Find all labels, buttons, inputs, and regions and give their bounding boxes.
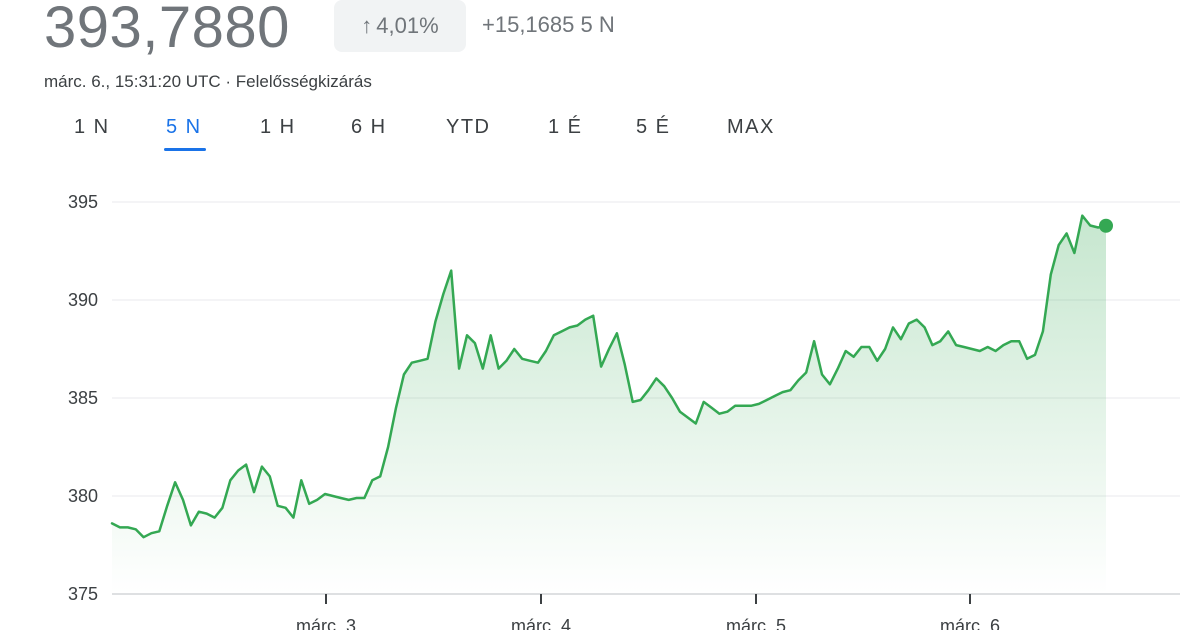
- change-percent: 4,01%: [376, 13, 439, 38]
- x-tick-label: márc. 3: [296, 616, 356, 630]
- y-tick-label: 380: [68, 486, 98, 506]
- tab-5e[interactable]: 5 É: [636, 116, 671, 138]
- x-tick-label: márc. 5: [726, 616, 786, 630]
- y-tick-label: 390: [68, 290, 98, 310]
- tab-1h[interactable]: 1 H: [260, 116, 296, 138]
- change-percent-badge: ↑ 4,01%: [334, 0, 466, 52]
- timestamp: márc. 6., 15:31:20 UTC: [44, 72, 221, 91]
- active-tab-indicator: [164, 148, 206, 151]
- y-tick-label: 395: [68, 192, 98, 212]
- tab-1n[interactable]: 1 N: [74, 116, 110, 138]
- absolute-change: +15,1685 5 N: [482, 12, 615, 37]
- separator: ·: [220, 72, 236, 91]
- tab-1e[interactable]: 1 É: [548, 116, 583, 138]
- disclaimer-link[interactable]: Felelősségkizárás: [235, 72, 372, 91]
- arrow-up-icon: ↑: [361, 13, 373, 38]
- tab-ytd[interactable]: YTD: [446, 116, 491, 138]
- price-area-fill: [112, 215, 1106, 594]
- current-price: 393,7880: [44, 0, 290, 60]
- y-tick-label: 375: [68, 584, 98, 604]
- last-price-dot: [1099, 218, 1113, 233]
- y-tick-label: 385: [68, 388, 98, 408]
- tab-5n[interactable]: 5 N: [166, 116, 202, 138]
- time-range-tabs: 1 N 5 N 1 H 6 H YTD 1 É 5 É MAX: [0, 116, 1200, 156]
- y-axis-labels: 395 390 385 380 375: [68, 192, 98, 604]
- tab-6h[interactable]: 6 H: [351, 116, 387, 138]
- timestamp-line: márc. 6., 15:31:20 UTC · Felelősségkizár…: [44, 72, 372, 92]
- x-tick-label: márc. 6: [940, 616, 1000, 630]
- x-tick-label: márc. 4: [511, 616, 571, 630]
- tab-max[interactable]: MAX: [727, 116, 775, 138]
- x-axis-labels: márc. 3 márc. 4 márc. 5 márc. 6: [296, 594, 1000, 630]
- price-line: [110, 214, 1108, 539]
